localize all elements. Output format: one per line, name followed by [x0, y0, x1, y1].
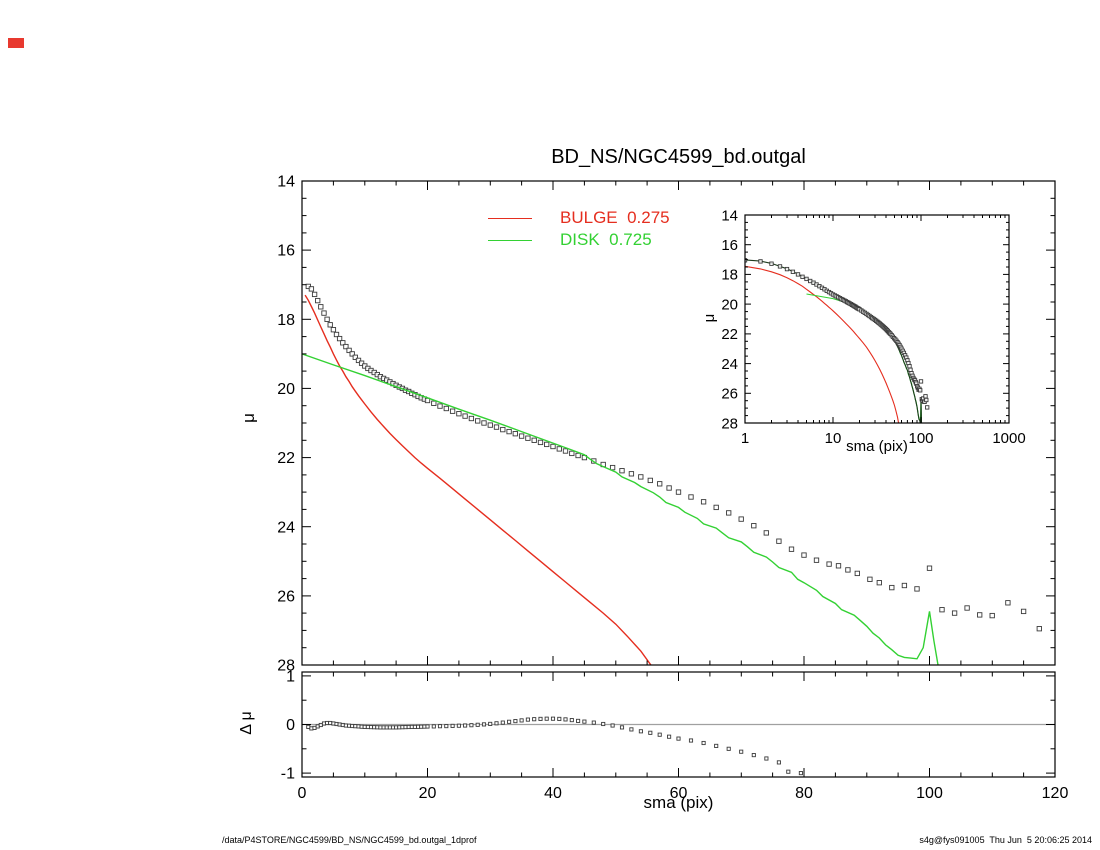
x-tick-label: 100	[916, 785, 943, 802]
y-tick-label: 22	[277, 450, 295, 467]
x-tick-label: 40	[544, 785, 562, 802]
y-tick-label: 26	[721, 386, 738, 403]
inset-y-axis-label: μ	[701, 313, 718, 323]
x-tick-label: 1	[741, 430, 749, 447]
y-tick-label: 18	[721, 267, 738, 284]
page-title: BD_NS/NGC4599_bd.outgal	[551, 146, 806, 168]
y-tick-label: 14	[277, 174, 295, 191]
y-tick-label: 26	[277, 589, 295, 606]
legend-row-disk: DISK 0.725	[488, 229, 670, 251]
x-axis-label: sma (pix)	[643, 793, 714, 812]
x-tick-label: 0	[298, 785, 307, 802]
y-tick-label: -1	[281, 766, 295, 783]
y-tick-label: 14	[721, 207, 738, 224]
legend-row-bulge: BULGE 0.275	[488, 207, 670, 229]
y-tick-label: 24	[277, 519, 295, 536]
x-tick-label: 10	[825, 430, 842, 447]
residual-y-axis-label: Δ μ	[238, 711, 255, 735]
y-tick-label: 22	[721, 326, 738, 343]
panel-inset: 14 16 18 20 22 24 26 281 10 100 1000	[721, 207, 1025, 447]
x-tick-label: 20	[419, 785, 437, 802]
panel-main: 14 16 18 20 22 24 26 28	[277, 174, 1056, 675]
y-tick-label: 24	[721, 356, 738, 373]
y-tick-label: 28	[721, 415, 738, 432]
x-tick-label: 120	[1042, 785, 1069, 802]
y-tick-label: 18	[277, 312, 295, 329]
y-tick-label: 20	[277, 381, 295, 398]
main-y-axis-label: μ	[239, 413, 258, 423]
user-timestamp-footer: s4g@fys091005 Thu Jun 5 20:06:25 2014	[919, 835, 1092, 845]
x-tick-label: 60	[670, 785, 688, 802]
y-tick-label: 1	[286, 669, 295, 686]
bulge-line-swatch	[488, 217, 532, 219]
x-tick-label: 80	[795, 785, 813, 802]
y-tick-label: 28	[277, 658, 295, 675]
bulge-legend-label: BULGE 0.275	[560, 208, 670, 227]
legend: BULGE 0.275 DISK 0.725	[488, 207, 670, 251]
inset-x-axis-label: sma (pix)	[846, 438, 908, 455]
disk-line-swatch	[488, 239, 532, 241]
x-tick-label: 100	[908, 430, 933, 447]
red-artifact	[8, 38, 24, 48]
panel-resid: 10-10 20 40 60 80 100 120	[281, 669, 1069, 803]
y-tick-label: 20	[721, 296, 738, 313]
y-tick-label: 16	[721, 237, 738, 254]
x-tick-label: 1000	[992, 430, 1025, 447]
file-path-footer: /data/P4STORE/NGC4599/BD_NS/NGC4599_bd.o…	[222, 835, 477, 845]
y-tick-label: 16	[277, 243, 295, 260]
disk-legend-label: DISK 0.725	[560, 230, 652, 249]
y-tick-label: 0	[286, 717, 295, 734]
